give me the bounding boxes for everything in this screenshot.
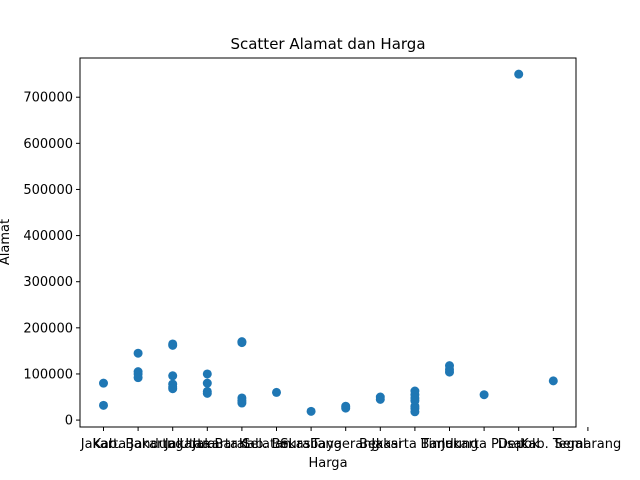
y-axis: 0 100000 200000 300000 400000 500000 600000 700… [23, 91, 80, 429]
x-tick-label: Jakarta Selatan [192, 437, 292, 452]
x-tick-label: Kab. Tegal [520, 437, 586, 452]
x-tick-label: Kab. Bandung [93, 437, 184, 452]
scatter-point [341, 403, 351, 413]
x-axis-title: Harga [308, 456, 347, 471]
y-tick-label: 600000 [23, 137, 73, 152]
scatter-point [514, 69, 524, 79]
x-tick-label: Surabaya [280, 437, 342, 452]
scatter-point [445, 367, 454, 377]
y-tick-label: 100000 [23, 367, 73, 382]
scatter-point [548, 376, 558, 386]
x-tick-label: Jakarta Timur [370, 437, 459, 452]
x-tick-label: Jakarta Pusat [440, 437, 526, 452]
y-tick-label: 500000 [23, 183, 73, 198]
x-tick-label: Kab. Bekasi [239, 437, 314, 452]
scatter-point [272, 387, 281, 397]
x-tick-label: Jakarta Barat [164, 437, 250, 452]
scatter-point [237, 398, 247, 408]
scatter-point [202, 369, 212, 379]
scatter-point [202, 388, 212, 398]
y-axis-title: Alamat [0, 219, 13, 265]
scatter-point [133, 373, 143, 383]
scatter-point [237, 338, 247, 348]
scatter-point [99, 400, 108, 410]
y-tick-label: 400000 [23, 229, 73, 244]
x-tick-label: Semarang [555, 437, 622, 452]
x-tick-label: Depok [498, 437, 540, 452]
x-tick-label: Jakarta Utara [129, 437, 216, 452]
scatter-point [479, 390, 489, 400]
scatter-point [202, 378, 212, 388]
scatter-point [410, 407, 420, 417]
scatter-point [168, 340, 178, 350]
y-tick-label: 0 [65, 414, 73, 429]
x-tick-label: Tangerang [311, 437, 380, 452]
scatter-point [306, 406, 316, 416]
scatter-point [375, 394, 385, 404]
scatter-point [133, 348, 143, 358]
plot-frame [79, 57, 577, 428]
x-tick-label: Bandung [420, 437, 478, 452]
x-tick-label: Bekasi [359, 437, 402, 452]
y-tick-label: 700000 [23, 91, 73, 106]
y-tick-label: 300000 [23, 275, 73, 290]
scatter-point [168, 371, 178, 381]
scatter-point [168, 384, 178, 394]
data-points [99, 69, 558, 417]
x-tick-label: Jakarta [80, 437, 126, 452]
chart-title: Scatter Alamat dan Harga [230, 35, 425, 53]
scatter-point [99, 378, 108, 388]
y-tick-label: 200000 [23, 321, 73, 336]
